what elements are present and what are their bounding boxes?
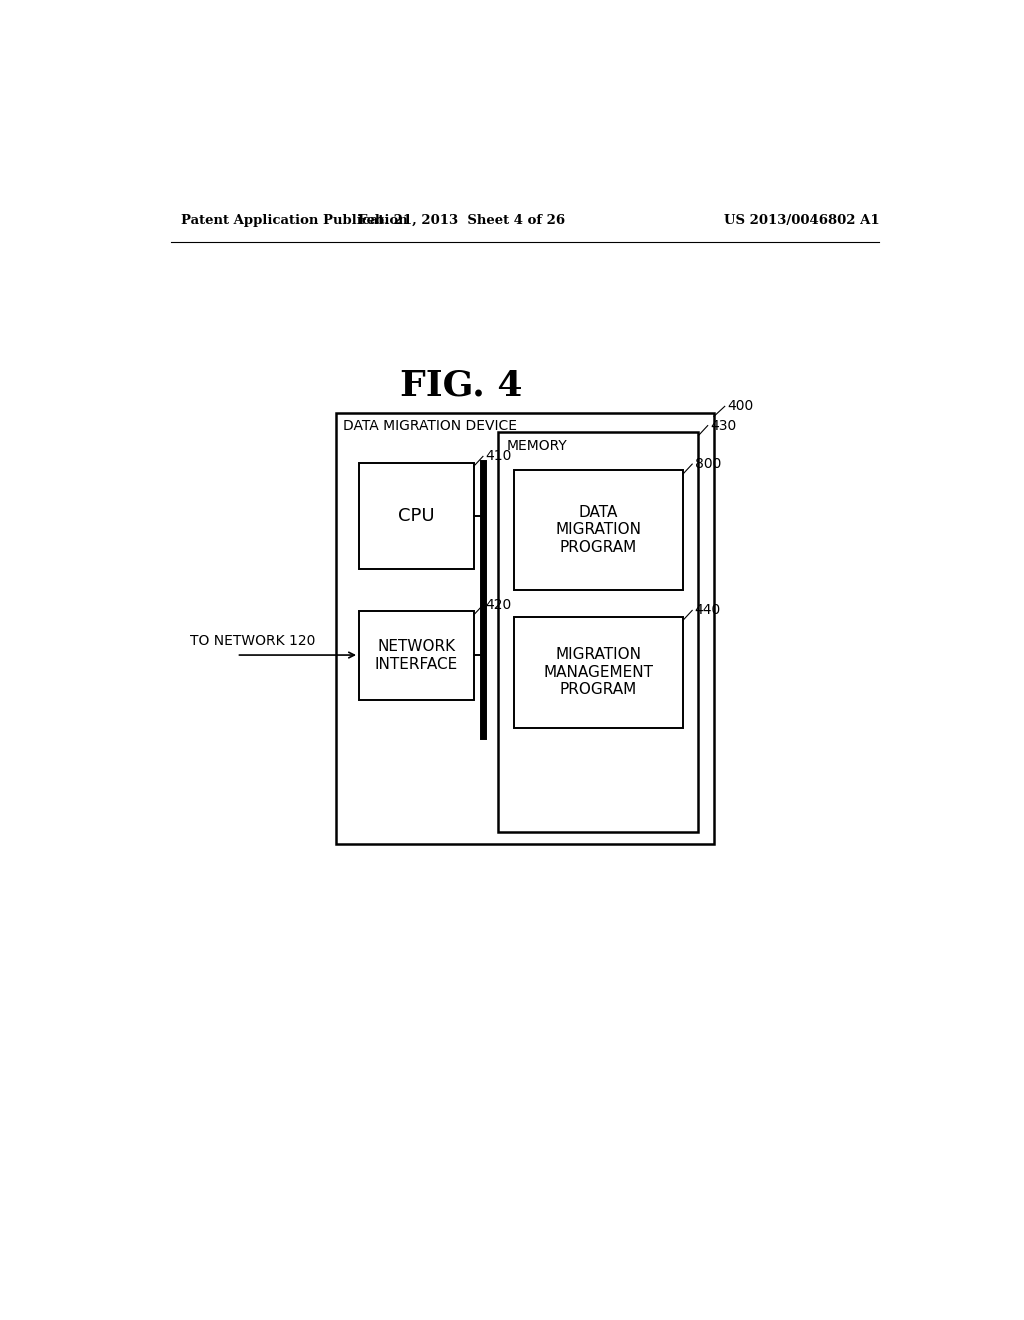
Text: MEMORY: MEMORY [506,438,567,453]
Text: Patent Application Publication: Patent Application Publication [180,214,408,227]
Text: 410: 410 [485,449,512,463]
Text: DATA MIGRATION DEVICE: DATA MIGRATION DEVICE [343,420,517,433]
Text: Feb. 21, 2013  Sheet 4 of 26: Feb. 21, 2013 Sheet 4 of 26 [357,214,565,227]
Text: TO NETWORK 120: TO NETWORK 120 [190,634,315,648]
Text: 430: 430 [710,418,736,433]
Text: MIGRATION
MANAGEMENT
PROGRAM: MIGRATION MANAGEMENT PROGRAM [544,648,653,697]
Bar [336,413,714,843]
Text: CPU: CPU [398,507,434,524]
Bar [514,470,683,590]
Text: 400: 400 [727,400,754,413]
Text: US 2013/0046802 A1: US 2013/0046802 A1 [724,214,880,227]
Bar [359,611,474,700]
Text: 800: 800 [694,457,721,471]
Bar [514,616,683,729]
Bar [359,462,474,569]
Text: DATA
MIGRATION
PROGRAM: DATA MIGRATION PROGRAM [555,506,641,554]
Text: FIG. 4: FIG. 4 [400,368,522,403]
Text: NETWORK
INTERFACE: NETWORK INTERFACE [375,639,458,672]
Text: 420: 420 [485,598,512,612]
Text: 440: 440 [694,603,721,618]
Bar [499,432,698,832]
